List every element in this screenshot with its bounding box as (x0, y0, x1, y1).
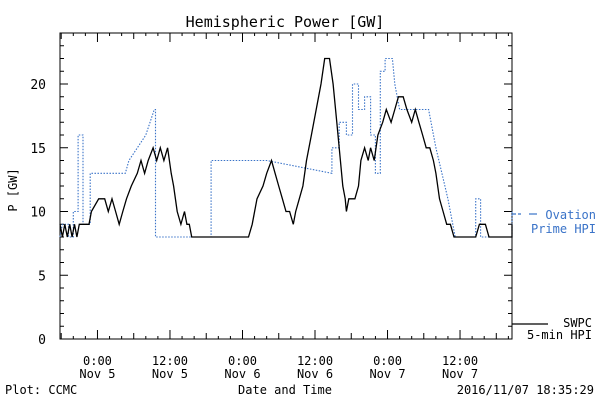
x-tick-label-date: Nov 7 (442, 367, 478, 381)
plot-timestamp: 2016/11/07 18:35:29 (457, 383, 594, 397)
legend-swpc-label-1: SWPC (563, 316, 592, 330)
y-axis: 0 5 10 15 20 (30, 45, 512, 348)
x-tick-label-date: Nov 5 (79, 367, 115, 381)
y-tick-label: 10 (30, 206, 46, 221)
x-tick-label-date: Nov 5 (152, 367, 188, 381)
series-group (59, 57, 513, 238)
series-ovation-line (59, 57, 513, 238)
y-tick-label: 5 (38, 269, 46, 284)
series-swpc-line (59, 57, 513, 238)
plot-credit: Plot: CCMC (5, 383, 77, 397)
legend-swpc: SWPC 5-min HPI (512, 316, 592, 342)
x-tick-label-date: Nov 7 (369, 367, 405, 381)
y-tick-label: 0 (38, 333, 46, 348)
x-axis-label: Date and Time (238, 383, 332, 397)
chart-title: Hemispheric Power [GW] (186, 13, 385, 31)
y-tick-label: 15 (30, 142, 46, 157)
legend-swpc-label-2: 5-min HPI (527, 328, 592, 342)
x-tick-label-time: 12:00 (297, 354, 333, 368)
legend-ovation-label-2: Prime HPI (531, 222, 596, 236)
y-tick-label: 20 (30, 78, 46, 93)
legend-ovation: Ovation Prime HPI (512, 208, 596, 236)
plot-area (59, 32, 513, 340)
x-tick-label-time: 12:00 (442, 354, 478, 368)
x-tick-label-time: 12:00 (152, 354, 188, 368)
x-tick-label-date: Nov 6 (224, 367, 260, 381)
x-tick-label-time: 0:00 (228, 354, 257, 368)
x-tick-label-time: 0:00 (373, 354, 402, 368)
plot-frame (59, 32, 513, 340)
x-tick-label-time: 0:00 (83, 354, 112, 368)
y-axis-label: P [GW] (6, 168, 20, 211)
legend-ovation-label-1: Ovation (545, 208, 596, 222)
x-tick-label-date: Nov 6 (297, 367, 333, 381)
